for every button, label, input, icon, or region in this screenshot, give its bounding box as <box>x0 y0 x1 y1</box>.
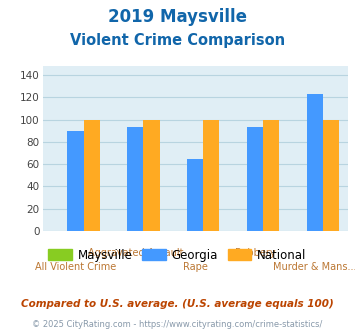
Text: © 2025 CityRating.com - https://www.cityrating.com/crime-statistics/: © 2025 CityRating.com - https://www.city… <box>32 320 323 329</box>
Text: Rape: Rape <box>183 262 208 272</box>
Bar <box>67 131 84 231</box>
Bar <box>127 127 143 231</box>
Bar <box>247 127 263 231</box>
Bar <box>203 119 219 231</box>
Text: Violent Crime Comparison: Violent Crime Comparison <box>70 33 285 48</box>
Bar <box>323 119 339 231</box>
Bar <box>187 158 203 231</box>
Legend: Maysville, Georgia, National: Maysville, Georgia, National <box>44 244 311 266</box>
Bar <box>143 119 160 231</box>
Text: 2019 Maysville: 2019 Maysville <box>108 8 247 26</box>
Bar <box>84 119 100 231</box>
Text: Aggravated Assault: Aggravated Assault <box>88 248 183 258</box>
Text: Compared to U.S. average. (U.S. average equals 100): Compared to U.S. average. (U.S. average … <box>21 299 334 309</box>
Bar <box>263 119 279 231</box>
Text: Murder & Mans...: Murder & Mans... <box>273 262 355 272</box>
Text: All Violent Crime: All Violent Crime <box>35 262 116 272</box>
Bar <box>307 94 323 231</box>
Text: Robbery: Robbery <box>235 248 275 258</box>
